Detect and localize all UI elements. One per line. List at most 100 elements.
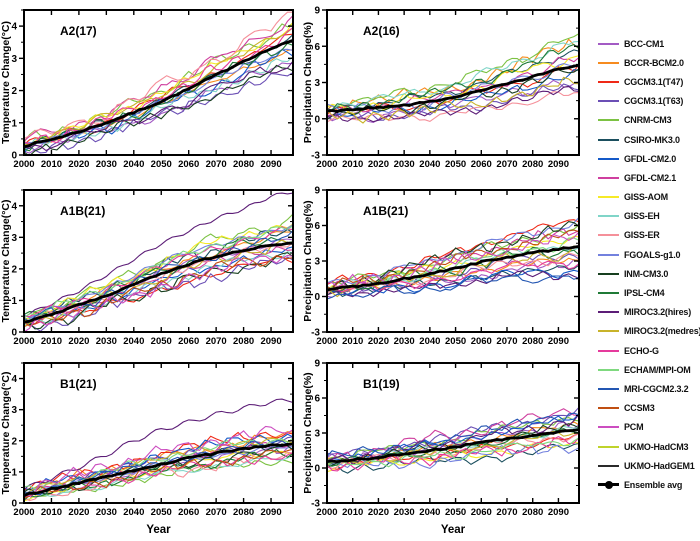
chart-panel: 2000 2010 2020 2030 2040 2050 2060 2070 2080 2090…: [0, 189, 294, 347]
legend-item: BCCR-BCM2.0: [598, 53, 698, 72]
x-tick-label: 2080: [233, 159, 254, 170]
ensemble-marker: [44, 489, 48, 493]
ensemble-marker: [438, 98, 442, 102]
legend-color-line: [598, 196, 619, 199]
ensemble-marker: [541, 432, 545, 436]
axes-box: [23, 362, 294, 504]
ensemble-marker: [428, 449, 432, 453]
model-lines: [24, 398, 293, 502]
x-tick-label: 2030: [394, 159, 415, 170]
ensemble-marker: [490, 85, 494, 89]
y-tick-label: 3: [314, 78, 320, 89]
ensemble-marker: [520, 436, 524, 439]
model-series-line: [24, 254, 293, 332]
ensemble-marker: [154, 464, 158, 468]
model-series-line: [24, 192, 293, 319]
ensemble-marker: [551, 431, 555, 435]
ensemble-marker: [510, 255, 514, 259]
ensemble-marker: [387, 104, 391, 108]
ensemble-marker: [242, 446, 246, 450]
y-tick-label: 1: [11, 296, 17, 307]
panel-title: A1B(21): [60, 204, 105, 218]
ensemble-marker: [132, 283, 136, 286]
legend-item: MIROC3.2(medres): [598, 322, 700, 341]
chart-panel: 2000 2010 2020 2030 2040 2050 2060 2070 2080 2090…: [302, 359, 580, 536]
ensemble-marker: [469, 262, 473, 266]
ensemble-marker: [275, 45, 278, 49]
legend-model-label: UKMO-HadGEM1: [624, 460, 695, 471]
ensemble-marker: [165, 462, 169, 466]
x-tick-label: 2090: [260, 159, 281, 170]
ensemble-marker: [220, 70, 224, 74]
ensemble-marker: [198, 258, 202, 262]
x-tick-label: 2060: [471, 336, 492, 347]
ensemble-marker: [459, 445, 463, 449]
legend-color-line: [598, 311, 619, 314]
ensemble-marker: [479, 89, 483, 92]
ensemble-marker: [143, 278, 147, 282]
x-tick-label: 2000: [316, 336, 337, 347]
panel-title: A1B(21): [363, 204, 408, 218]
legend-item: GISS-AOM: [598, 188, 698, 207]
x-tick-label: 2030: [96, 159, 117, 170]
ensemble-marker: [33, 491, 37, 495]
x-tick-label: 2010: [41, 507, 62, 518]
ensemble-marker: [346, 285, 350, 289]
legend-item: FGOALS-g1.0: [598, 245, 698, 264]
ensemble-marker: [77, 482, 81, 485]
ensemble-marker: [376, 281, 380, 285]
ensemble-marker: [253, 247, 257, 251]
y-tick-label: 3: [11, 54, 17, 65]
legend-color-line: [598, 215, 619, 218]
legend-color-line: [598, 42, 619, 45]
ensemble-marker: [418, 274, 422, 278]
x-tick-label: 2090: [548, 507, 569, 518]
ensemble-marker: [33, 141, 37, 145]
x-tick-label: 2050: [151, 159, 172, 170]
x-axis-label: Year: [441, 524, 466, 536]
legend-color-line: [598, 426, 619, 429]
x-tick-label: 2070: [206, 507, 227, 518]
y-tick-label: 4: [11, 201, 17, 212]
legend-color-line: [598, 253, 619, 256]
ensemble-marker: [55, 311, 59, 314]
legend-item: GISS-EH: [598, 207, 698, 226]
model-series-line: [327, 252, 579, 294]
legend-item: CNRM-CM3: [598, 111, 698, 130]
x-tick-label: 2000: [316, 507, 337, 518]
x-tick-label: 2000: [316, 159, 337, 170]
ensemble-marker: [242, 249, 246, 253]
ensemble-marker: [572, 428, 576, 432]
ensemble-marker: [541, 249, 545, 253]
ensemble-marker: [121, 471, 125, 475]
ensemble-marker: [110, 119, 114, 123]
ensemble-marker: [500, 257, 504, 261]
ensemble-marker: [346, 459, 350, 463]
ensemble-marker: [500, 83, 504, 87]
y-tick-label: 0: [11, 328, 17, 339]
legend-color-line: [598, 292, 619, 295]
legend-item: ECHO-G: [598, 341, 698, 360]
ensemble-marker: [335, 286, 339, 290]
ensemble-marker: [428, 272, 432, 276]
x-tick-label: 2020: [368, 507, 389, 518]
ensemble-marker: [551, 248, 555, 251]
x-tick-label: 2000: [13, 336, 34, 347]
ensemble-marker: [220, 254, 224, 258]
ensemble-marker: [110, 292, 114, 296]
x-tick-label: 2040: [123, 507, 144, 518]
ensemble-marker: [407, 277, 411, 281]
legend-item: UKMO-HadGEM1: [598, 456, 698, 475]
ensemble-marker: [438, 448, 442, 452]
model-series-line: [327, 85, 579, 123]
ensemble-marker: [448, 267, 452, 271]
ensemble-marker: [198, 81, 202, 85]
model-series-line: [327, 76, 579, 124]
model-series-line: [327, 79, 579, 123]
model-series-line: [327, 221, 579, 292]
model-lines: [327, 33, 579, 124]
legend-item: GISS-ER: [598, 226, 698, 245]
ensemble-marker: [562, 429, 566, 433]
ensemble-marker: [143, 466, 147, 470]
